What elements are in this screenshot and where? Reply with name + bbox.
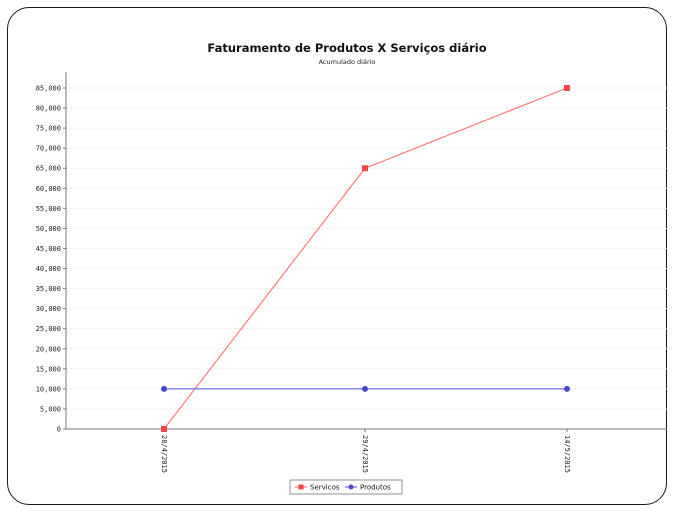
series-group [161, 85, 570, 432]
x-tick-label: 14/5/2015 [563, 435, 571, 473]
legend: Servicos Produtos [289, 479, 403, 495]
y-tick-label: 0 [57, 426, 61, 434]
x-tick-label: 28/4/2015 [160, 435, 168, 473]
y-tick-label: 60,000 [36, 185, 61, 193]
y-tick-label: 85,000 [36, 85, 61, 93]
y-tick-label: 15,000 [36, 365, 61, 373]
y-tick-label: 30,000 [36, 305, 61, 313]
y-tick-label: 20,000 [36, 345, 61, 353]
data-point-produtos [564, 385, 570, 392]
y-tick-label: 5,000 [40, 405, 61, 413]
x-tick-label: 29/4/2015 [361, 435, 369, 473]
series-line-servicos [163, 87, 568, 430]
y-tick-label: 80,000 [36, 105, 61, 113]
data-point-produtos [362, 385, 368, 392]
y-tick-label: 40,000 [36, 265, 61, 273]
y-tick-label: 55,000 [36, 205, 61, 213]
chart-subtitle: Acumulado diário [319, 58, 376, 66]
y-tick-label: 25,000 [36, 325, 61, 333]
y-tick-label: 35,000 [36, 285, 61, 293]
y-tick-label: 70,000 [36, 145, 61, 153]
legend-marker [348, 484, 354, 490]
y-tick-label: 75,000 [36, 125, 61, 133]
y-axis-ticks: 0 5,000 10,000 15,000 20,000 25,000 30,000 35,0… [36, 85, 66, 434]
chart-title: Faturamento de Produtos X Serviços diári… [207, 41, 486, 55]
data-point-servicos [564, 85, 570, 91]
legend-label: Servicos [310, 484, 340, 492]
data-point-servicos [161, 426, 167, 432]
data-point-servicos [362, 165, 368, 172]
x-axis-ticks: 28/4/2015 29/4/2015 14/5/2015 [160, 429, 571, 473]
chart-frame [7, 7, 667, 505]
y-tick-label: 50,000 [36, 225, 61, 233]
y-tick-label: 45,000 [36, 245, 61, 253]
legend-label: Produtos [360, 484, 391, 492]
y-tick-label: 10,000 [36, 385, 61, 393]
grid [66, 87, 667, 410]
legend-marker [298, 484, 304, 490]
y-tick-label: 65,000 [36, 165, 61, 173]
data-point-produtos [161, 385, 167, 392]
